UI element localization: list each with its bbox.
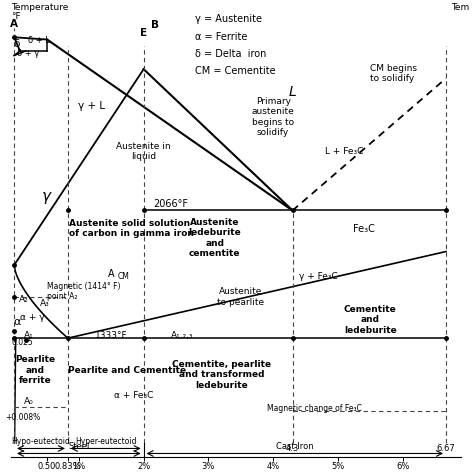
Text: Pearlite and Cementite: Pearlite and Cementite: [68, 365, 186, 374]
Text: γ: γ: [42, 189, 51, 204]
Text: CM = Cementite: CM = Cementite: [195, 66, 276, 76]
Text: A: A: [108, 269, 115, 279]
Text: 0.025: 0.025: [12, 338, 34, 347]
Text: A₀: A₀: [24, 397, 33, 406]
Text: γ + L: γ + L: [78, 100, 105, 110]
Text: 6.67: 6.67: [437, 444, 456, 453]
Text: °F: °F: [11, 12, 20, 21]
Text: Pearlite
and
ferrite: Pearlite and ferrite: [15, 355, 55, 385]
Text: Hyper-eutectoid: Hyper-eutectoid: [75, 437, 137, 446]
Text: δ + γ: δ + γ: [17, 49, 39, 58]
Text: A₂: A₂: [19, 295, 29, 304]
Text: +0.008%: +0.008%: [5, 413, 40, 422]
Text: Cast Iron: Cast Iron: [276, 442, 314, 451]
Text: δ + L: δ + L: [28, 36, 50, 46]
Text: α = Ferrite: α = Ferrite: [195, 32, 248, 42]
Text: Fe₃C: Fe₃C: [353, 224, 375, 234]
Text: Hypo-eutectoid: Hypo-eutectoid: [11, 437, 71, 446]
Text: α + Fe₃C: α + Fe₃C: [114, 391, 154, 400]
Text: δ: δ: [13, 39, 19, 49]
Text: Temperature: Temperature: [11, 3, 68, 12]
Text: E: E: [140, 28, 147, 38]
Text: Steel: Steel: [68, 442, 90, 451]
Text: A₃: A₃: [40, 300, 50, 309]
Text: Primary
austenite
begins to
solidify: Primary austenite begins to solidify: [252, 97, 294, 137]
Text: Austenite solid solution
of carbon in gamma iron: Austenite solid solution of carbon in ga…: [69, 219, 194, 238]
Text: A₁,₂,₃: A₁,₂,₃: [171, 331, 194, 340]
Text: 2066°F: 2066°F: [153, 199, 188, 209]
Text: α + γ: α + γ: [20, 313, 45, 322]
Text: Magnetic change of Fe₃C: Magnetic change of Fe₃C: [267, 404, 362, 413]
Text: 4.3: 4.3: [286, 444, 299, 453]
Text: L + Fe₃C: L + Fe₃C: [325, 147, 364, 156]
Text: L: L: [289, 85, 296, 99]
Text: 1333°F: 1333°F: [95, 331, 128, 340]
Text: A: A: [10, 19, 18, 29]
Text: γ = Austenite: γ = Austenite: [195, 15, 263, 25]
Text: CM: CM: [118, 272, 129, 281]
Text: Tem: Tem: [451, 3, 469, 12]
Text: α: α: [13, 317, 20, 327]
Text: Cementite
and
ledeburite: Cementite and ledeburite: [344, 305, 397, 335]
Text: B: B: [151, 20, 159, 30]
Text: Magnetic (1414° F)
point A₂: Magnetic (1414° F) point A₂: [46, 282, 120, 301]
Text: γ + Fe₃C: γ + Fe₃C: [299, 272, 338, 281]
Text: Austenite in
liquid: Austenite in liquid: [116, 142, 171, 161]
Text: A₁: A₁: [24, 331, 33, 340]
Text: δ = Delta  iron: δ = Delta iron: [195, 49, 267, 59]
Text: CM begins
to solidify: CM begins to solidify: [370, 64, 417, 83]
Text: Cementite, pearlite
and transformed
ledeburite: Cementite, pearlite and transformed lede…: [172, 360, 271, 390]
Text: Austenite
to pearlite: Austenite to pearlite: [217, 287, 264, 307]
Text: Austenite
ledeburite
and
cementite: Austenite ledeburite and cementite: [189, 218, 241, 258]
